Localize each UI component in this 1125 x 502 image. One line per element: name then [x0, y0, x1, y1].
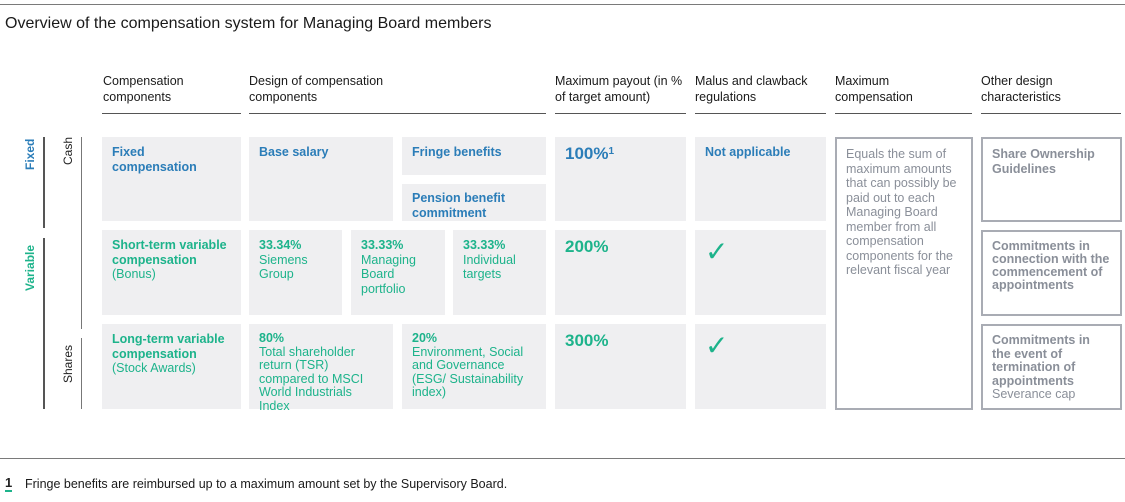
pension-cell: Pension benefit commitment [402, 184, 546, 221]
header-max-comp: Maximum compensation [835, 74, 913, 104]
short-term-cell: Short-term variable compensation (Bonus) [102, 230, 241, 315]
malus-short-cell: ✓ [695, 230, 826, 315]
part-pct: 33.34% [259, 238, 302, 252]
part-pct: 80% [259, 331, 285, 345]
malus-long-cell: ✓ [695, 324, 826, 409]
other-termination: Commitments in the event of termination … [981, 324, 1122, 410]
header-other: Other design characteristics [981, 74, 1061, 104]
other-share-ownership: Share Ownership Guidelines [981, 137, 1122, 222]
divider [555, 113, 686, 114]
long-part-cell: 80% Total shareholder return (TSR) compar… [249, 324, 393, 412]
component-name: Short-term variable compensation [112, 238, 227, 267]
short-part-cell: 33.33% Managing Board portfolio [351, 230, 445, 315]
max-compensation-box: Equals the sum of maximum amounts that c… [835, 137, 973, 410]
check-icon: ✓ [705, 330, 729, 361]
component-sub: (Stock Awards) [112, 361, 196, 375]
part-label: Individual targets [463, 252, 516, 282]
header-malus: Malus and clawback regulations [695, 74, 808, 104]
part-pct: 33.33% [361, 238, 404, 252]
component-sub: (Bonus) [112, 267, 156, 281]
divider [249, 113, 546, 114]
divider [835, 113, 972, 114]
base-salary-cell: Base salary [249, 137, 393, 221]
payout-long-cell: 300% [555, 324, 686, 409]
check-icon: ✓ [705, 236, 729, 267]
top-rule [0, 4, 1125, 5]
label-fixed: Fixed [23, 138, 37, 170]
page-title: Overview of the compensation system for … [5, 15, 492, 32]
header-max-payout: Maximum payout (in % of target amount) [555, 74, 683, 104]
fixed-bracket [43, 137, 45, 228]
divider [981, 113, 1121, 114]
divider [695, 113, 826, 114]
part-label: Total shareholder return (TSR) compared … [259, 344, 364, 413]
fixed-compensation-cell: Fixed compensation [102, 137, 241, 221]
part-pct: 20% [412, 331, 438, 345]
short-part-cell: 33.34% Siemens Group [249, 230, 342, 315]
header-design: Design of compensation components [249, 74, 384, 104]
label-variable: Variable [23, 244, 37, 291]
shares-bracket [81, 338, 82, 409]
variable-bracket [43, 238, 45, 409]
footnote-ref[interactable]: 1 [608, 146, 615, 157]
other-commencement: Commitments in connection with the comme… [981, 230, 1122, 316]
part-label: Environment, Social and Governance (ESG/… [412, 344, 524, 399]
other-sub: Severance cap [992, 387, 1076, 401]
part-label: Managing Board portfolio [361, 252, 416, 296]
footnote-text: Fringe benefits are reimbursed up to a m… [25, 477, 508, 491]
long-part-cell: 20% Environment, Social and Governance (E… [402, 324, 546, 409]
cash-bracket [81, 137, 82, 329]
header-components: Compensation components [103, 74, 184, 104]
fringe-benefits-cell: Fringe benefits [402, 137, 546, 175]
part-label: Siemens Group [259, 252, 308, 282]
label-shares: Shares [61, 344, 75, 383]
divider [102, 113, 241, 114]
payout-fixed-cell: 100%1 [555, 137, 686, 221]
long-term-cell: Long-term variable compensation (Stock Aw… [102, 324, 241, 409]
footnote-number: 1 [5, 475, 13, 492]
label-cash: Cash [61, 136, 75, 165]
short-part-cell: 33.33% Individual targets [453, 230, 546, 315]
malus-fixed-cell: Not applicable [695, 137, 826, 221]
other-title: Commitments in the event of termination … [992, 333, 1090, 388]
part-pct: 33.33% [463, 238, 506, 252]
payout-value: 100% [565, 144, 609, 164]
component-name: Long-term variable compensation [112, 332, 225, 361]
footer-rule [0, 458, 1125, 459]
payout-short-cell: 200% [555, 230, 686, 315]
